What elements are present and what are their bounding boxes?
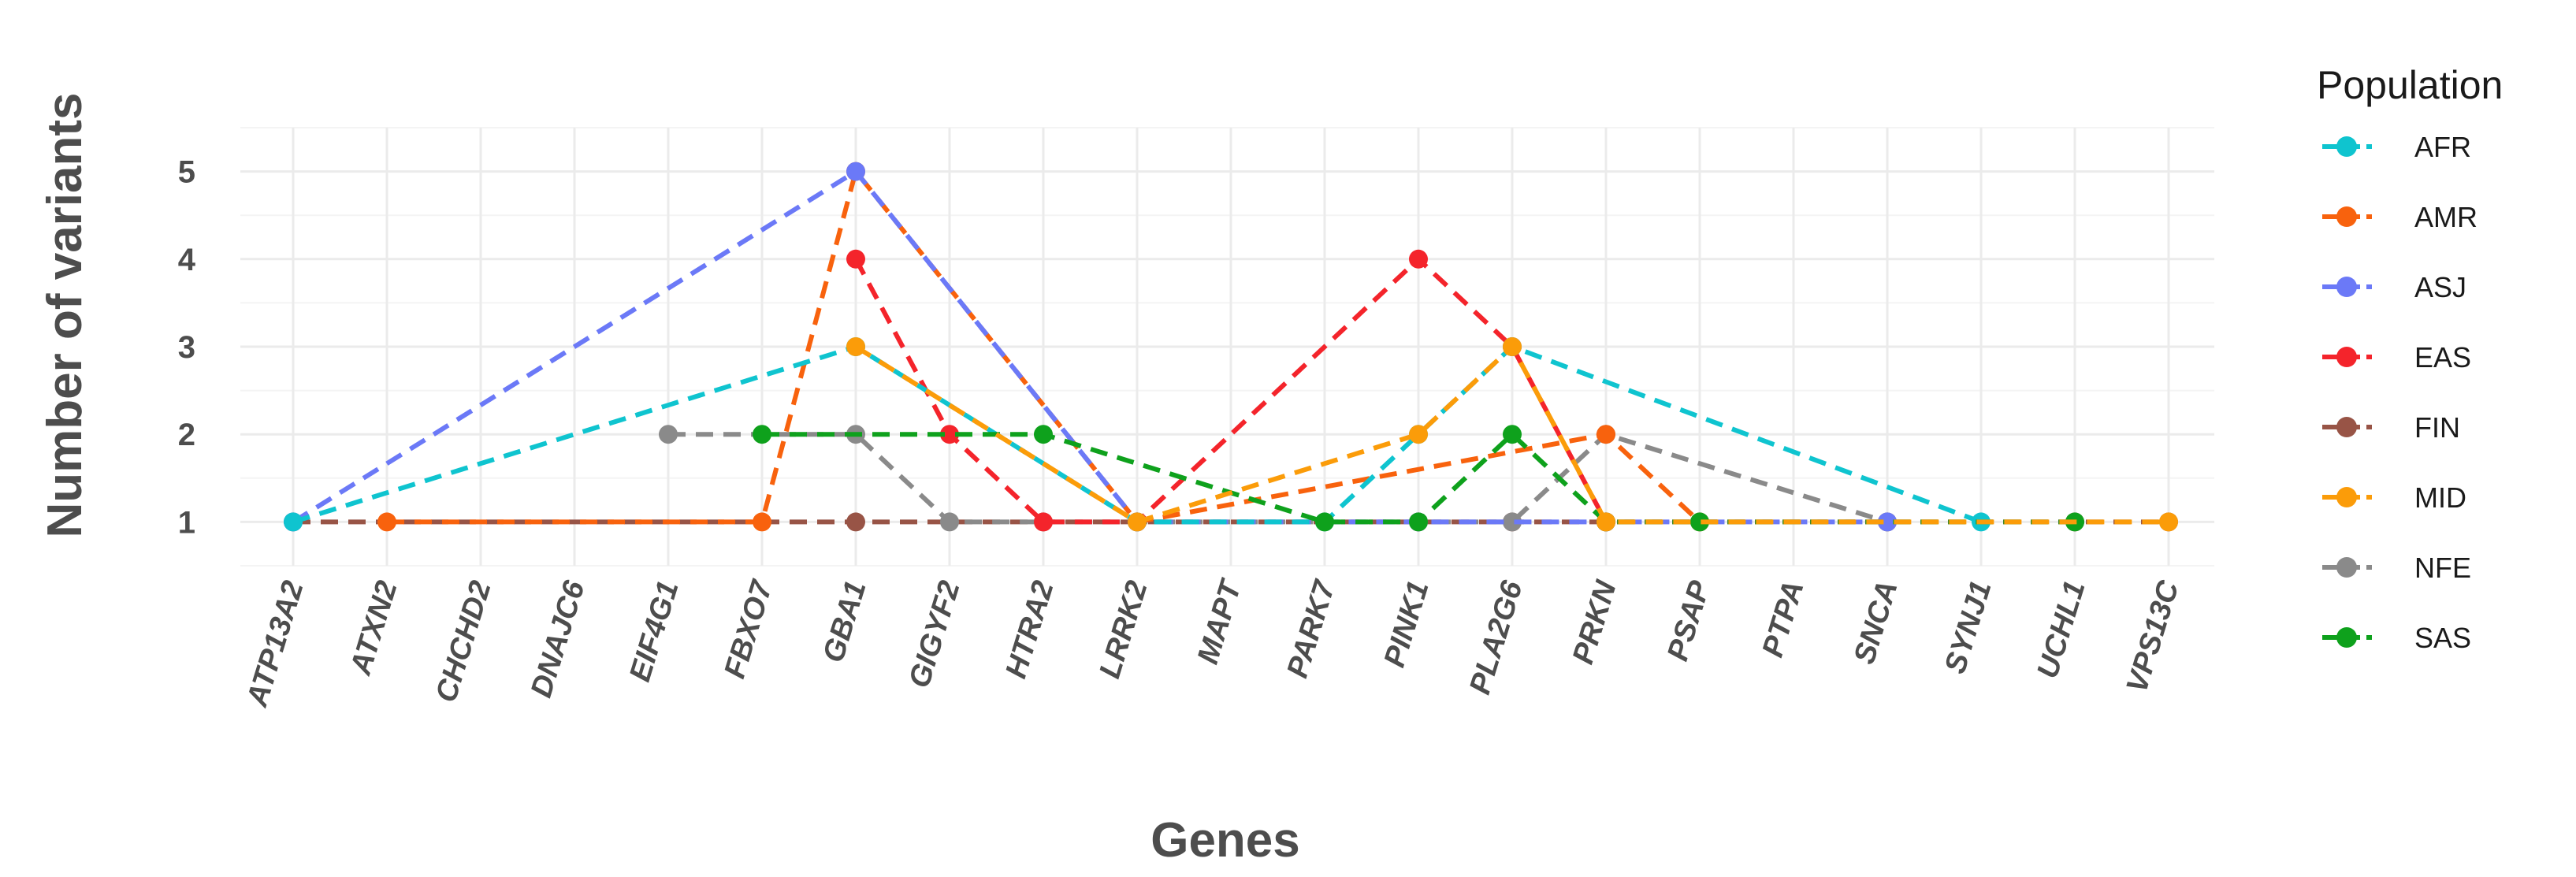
x-tick-label: HTRA2 <box>999 577 1060 682</box>
legend-label: AFR <box>2414 131 2471 163</box>
data-point <box>1878 512 1897 532</box>
x-tick-label: PINK1 <box>1378 577 1436 671</box>
x-tick-label: DNAJC6 <box>525 577 592 702</box>
data-point <box>753 425 771 444</box>
x-tick-label: SYNJ1 <box>1939 577 1998 677</box>
x-axis-ticks: ATP13A2 ATXN2 CHCHD2 DNAJC6 EIF4G1 FBXO7 GBA1 G… <box>240 575 2186 712</box>
data-point <box>1409 249 1428 269</box>
data-point <box>1315 512 1334 532</box>
legend-key-dot <box>2336 627 2357 648</box>
legend-label: AMR <box>2414 201 2477 233</box>
x-tick-label: ATP13A2 <box>240 577 310 711</box>
legend-key-dot <box>2336 136 2357 157</box>
legend-key-dot <box>2336 417 2357 437</box>
x-tick-label: LRRK2 <box>1093 577 1154 682</box>
data-point <box>1597 425 1615 444</box>
x-tick-label: ATXN2 <box>344 577 404 679</box>
x-tick-label: PTPA <box>1756 577 1811 661</box>
data-point <box>1409 512 1428 532</box>
x-tick-label: GBA1 <box>817 577 873 666</box>
x-tick-label: PLA2G6 <box>1463 577 1530 698</box>
data-point <box>1409 425 1428 444</box>
x-tick-label: VPS13C <box>2121 577 2186 697</box>
legend-key-dot <box>2336 557 2357 578</box>
x-tick-label: PSAP <box>1661 577 1717 665</box>
legend-label: NFE <box>2414 552 2471 584</box>
data-point <box>1034 512 1053 532</box>
data-point <box>1034 425 1053 444</box>
y-tick-label: 1 <box>178 505 195 540</box>
y-tick-label: 2 <box>178 418 195 452</box>
legend-item-amr: AMR <box>2322 201 2477 233</box>
data-point <box>846 337 865 356</box>
legend-label: FIN <box>2414 411 2460 444</box>
data-point <box>753 512 771 532</box>
data-point <box>1503 337 1522 356</box>
data-point <box>846 162 865 181</box>
x-tick-label: EIF4G1 <box>623 577 685 686</box>
legend-key-dot <box>2336 347 2357 367</box>
x-axis-title: Genes <box>1150 813 1300 868</box>
legend-item-mid: MID <box>2322 481 2466 514</box>
x-tick-label: PRKN <box>1567 576 1623 668</box>
x-tick-label: MAPT <box>1191 575 1248 668</box>
data-point <box>377 512 396 532</box>
legend: Population AFR AMR ASJ EAS FIN MID NFE SAS <box>2317 63 2503 654</box>
y-tick-label: 5 <box>178 155 195 190</box>
legend-item-nfe: NFE <box>2322 552 2471 584</box>
y-tick-label: 3 <box>178 330 195 365</box>
data-point <box>1690 512 1709 532</box>
legend-item-asj: ASJ <box>2322 271 2466 303</box>
x-tick-label: GIGYF2 <box>903 577 967 692</box>
x-tick-label: PARK7 <box>1281 576 1343 682</box>
data-point <box>1503 512 1522 532</box>
data-point <box>1597 512 1615 532</box>
y-axis-ticks: 1 2 3 4 5 <box>178 155 196 541</box>
legend-item-sas: SAS <box>2322 622 2471 654</box>
legend-item-afr: AFR <box>2322 131 2471 163</box>
series-line-amr <box>387 169 1702 525</box>
series-mid <box>846 337 2178 532</box>
data-point <box>940 425 959 444</box>
series-line-mid <box>854 344 2169 525</box>
y-tick-label: 4 <box>178 243 196 277</box>
legend-key-dot <box>2336 206 2357 227</box>
legend-item-eas: EAS <box>2322 341 2471 373</box>
data-point <box>940 512 959 532</box>
legend-title: Population <box>2317 63 2503 107</box>
x-tick-label: CHCHD2 <box>429 577 497 706</box>
legend-label: SAS <box>2414 622 2471 654</box>
legend-label: MID <box>2414 481 2466 514</box>
x-tick-label: UCHL1 <box>2031 577 2091 682</box>
x-tick-label: FBXO7 <box>718 576 779 682</box>
legend-label: ASJ <box>2414 271 2466 303</box>
legend-item-fin: FIN <box>2322 411 2460 444</box>
data-point <box>846 512 865 532</box>
data-point <box>1503 425 1522 444</box>
data-point <box>846 249 865 269</box>
legend-label: EAS <box>2414 341 2471 373</box>
data-point <box>2159 512 2178 532</box>
data-point <box>284 512 303 532</box>
x-tick-label: SNCA <box>1848 577 1905 667</box>
legend-key-dot <box>2336 487 2357 507</box>
y-axis-title: Number of variants <box>38 92 92 537</box>
data-point <box>1128 512 1147 532</box>
data-point <box>659 425 678 444</box>
legend-key-dot <box>2336 277 2357 297</box>
series-line-nfe <box>668 432 1888 525</box>
series-layer <box>284 162 2178 532</box>
